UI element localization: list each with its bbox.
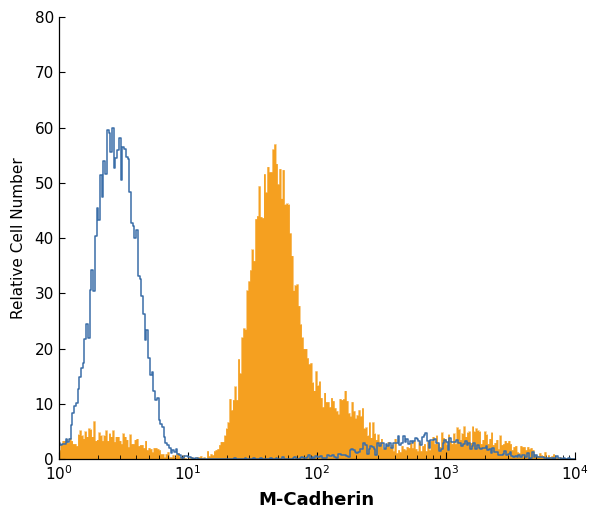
Y-axis label: Relative Cell Number: Relative Cell Number bbox=[11, 157, 26, 319]
X-axis label: M-Cadherin: M-Cadherin bbox=[259, 491, 375, 509]
